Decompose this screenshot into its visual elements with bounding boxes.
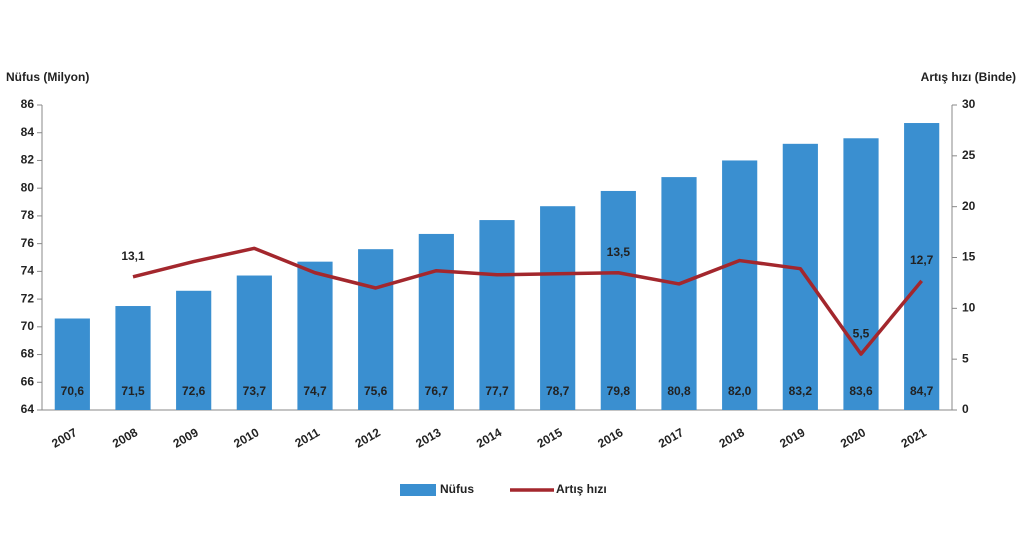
y2-tick-label: 5 — [962, 351, 969, 365]
x-tick-label: 2007 — [49, 425, 79, 451]
bar — [722, 160, 758, 410]
y-tick-label: 72 — [21, 291, 35, 305]
bar-value-label: 83,6 — [849, 384, 873, 398]
bar-value-label: 77,7 — [485, 384, 509, 398]
bar — [54, 318, 90, 410]
bar-value-label: 73,7 — [243, 384, 267, 398]
y-tick-label: 76 — [21, 236, 35, 250]
x-tick-label: 2019 — [777, 425, 807, 451]
bar — [479, 220, 515, 410]
x-tick-label: 2010 — [231, 425, 261, 451]
line-value-label: 13,1 — [121, 249, 145, 263]
x-tick-label: 2014 — [474, 425, 504, 451]
y2-tick-label: 15 — [962, 250, 976, 264]
y-axis-title: Nüfus (Milyon) — [6, 70, 89, 84]
y2-axis-title: Artış hızı (Binde) — [921, 70, 1016, 84]
y-tick-label: 82 — [21, 153, 35, 167]
line-value-label: 12,7 — [910, 253, 934, 267]
y-tick-label: 84 — [21, 125, 35, 139]
x-tick-label: 2009 — [171, 425, 201, 451]
bar — [297, 261, 333, 410]
bar-value-label: 84,7 — [910, 384, 934, 398]
y2-tick-label: 10 — [962, 301, 976, 315]
bar-value-label: 71,5 — [121, 384, 145, 398]
x-tick-label: 2016 — [595, 425, 625, 451]
bar-value-label: 83,2 — [789, 384, 813, 398]
x-tick-label: 2018 — [717, 425, 747, 451]
bar — [904, 123, 940, 410]
bar-value-label: 82,0 — [728, 384, 752, 398]
bar — [843, 138, 879, 411]
y-tick-label: 74 — [21, 264, 35, 278]
bar-value-label: 80,8 — [667, 384, 691, 398]
bar — [176, 290, 212, 410]
bar-value-label: 78,7 — [546, 384, 570, 398]
y2-tick-label: 20 — [962, 199, 976, 213]
bar — [782, 143, 818, 410]
line-value-label: 13,5 — [607, 245, 631, 259]
line-value-label: 5,5 — [853, 326, 870, 340]
x-tick-label: 2017 — [656, 425, 686, 451]
legend-swatch — [400, 484, 436, 496]
y-tick-label: 78 — [21, 208, 35, 222]
bar — [358, 249, 394, 410]
bar-value-label: 72,6 — [182, 384, 206, 398]
x-tick-label: 2020 — [838, 425, 868, 451]
x-tick-label: 2012 — [353, 425, 383, 451]
x-tick-label: 2015 — [535, 425, 565, 451]
x-tick-label: 2021 — [899, 425, 929, 451]
bar — [540, 206, 576, 410]
y2-tick-label: 0 — [962, 402, 969, 416]
x-tick-label: 2008 — [110, 425, 140, 451]
bar-value-label: 70,6 — [61, 384, 85, 398]
legend-label: Artış hızı — [556, 482, 607, 496]
y-tick-label: 64 — [21, 402, 35, 416]
y-tick-label: 70 — [21, 319, 35, 333]
y-tick-label: 68 — [21, 347, 35, 361]
y-tick-label: 86 — [21, 97, 35, 111]
bar-value-label: 75,6 — [364, 384, 388, 398]
bar — [236, 275, 272, 410]
y2-tick-label: 30 — [962, 97, 976, 111]
bar-value-label: 76,7 — [425, 384, 449, 398]
x-tick-label: 2013 — [413, 425, 443, 451]
bar — [418, 233, 454, 410]
bar — [115, 306, 151, 410]
y2-tick-label: 25 — [962, 148, 976, 162]
bar — [661, 177, 697, 410]
x-tick-label: 2011 — [293, 425, 323, 450]
bar-value-label: 74,7 — [303, 384, 327, 398]
bar-value-label: 79,8 — [607, 384, 631, 398]
y-tick-label: 80 — [21, 180, 35, 194]
legend-label: Nüfus — [440, 482, 474, 496]
line — [132, 246, 924, 356]
bar — [600, 190, 636, 410]
y-tick-label: 66 — [21, 374, 35, 388]
